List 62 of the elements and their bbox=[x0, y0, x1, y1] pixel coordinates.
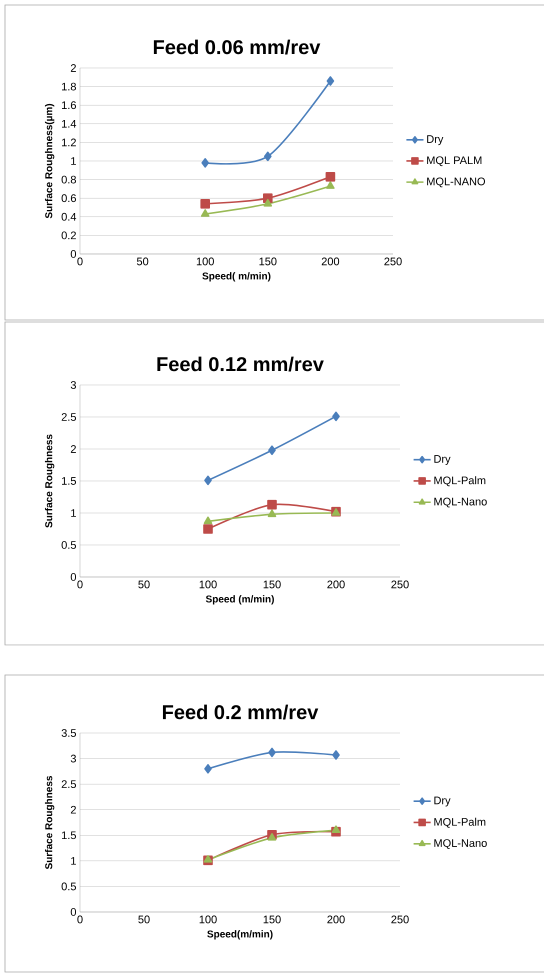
x-tick-label: 100 bbox=[200, 916, 217, 924]
x-axis-title: Speed (m/min) bbox=[206, 595, 274, 604]
y-tick-label: 1.2 bbox=[62, 138, 76, 146]
y-tick-label: 2.5 bbox=[62, 413, 76, 421]
chart-title: Feed 0.06 mm/rev bbox=[154, 40, 320, 54]
legend-label: MQL-Palm bbox=[434, 818, 486, 828]
legend-label: MQL-Nano bbox=[434, 839, 487, 849]
chart-title: Feed 0.2 mm/rev bbox=[162, 704, 318, 720]
y-tick-label: 1 bbox=[71, 157, 76, 165]
y-tick-label: 2 bbox=[70, 445, 76, 453]
x-axis-title: Speed( m/min) bbox=[202, 272, 270, 282]
y-tick-label: 3 bbox=[70, 381, 76, 389]
x-tick-label: 150 bbox=[264, 916, 281, 924]
x-tick-label: 200 bbox=[327, 580, 345, 588]
x-tick-label: 50 bbox=[136, 258, 148, 266]
legend-label: MQL PALM bbox=[427, 156, 482, 166]
y-tick-label: 1 bbox=[71, 509, 76, 517]
y-tick-label: 0.2 bbox=[62, 232, 76, 240]
y-tick-label: 0 bbox=[70, 908, 76, 916]
x-tick-label: 50 bbox=[138, 580, 150, 588]
legend-label: MQL-Nano bbox=[434, 498, 487, 508]
x-axis-title: Speed(m/min) bbox=[207, 930, 273, 940]
legend-label: MQL-Palm bbox=[434, 476, 486, 486]
x-tick-label: 200 bbox=[327, 916, 345, 924]
y-tick-label: 0.5 bbox=[62, 882, 76, 890]
x-tick-label: 100 bbox=[196, 258, 214, 266]
x-tick-label: 100 bbox=[200, 580, 217, 588]
y-axis-title: Surface Roughness bbox=[44, 434, 54, 528]
y-tick-label: 1.6 bbox=[62, 101, 76, 110]
legend-label: Dry bbox=[427, 135, 444, 146]
y-tick-label: 1.4 bbox=[62, 120, 76, 128]
y-tick-label: 2 bbox=[70, 64, 76, 72]
x-tick-label: 150 bbox=[259, 258, 277, 266]
y-tick-label: 0 bbox=[70, 250, 76, 258]
y-tick-label: 0.5 bbox=[62, 541, 76, 549]
x-tick-label: 0 bbox=[77, 258, 83, 266]
y-tick-label: 2 bbox=[70, 806, 76, 814]
x-tick-label: 0 bbox=[77, 580, 83, 588]
x-tick-label: 250 bbox=[391, 916, 409, 924]
legend-label: MQL-NANO bbox=[427, 178, 486, 188]
y-tick-label: 3 bbox=[70, 754, 76, 762]
y-axis-title: Surface Roughness bbox=[44, 776, 54, 870]
chart-title: Feed 0.12 mm/rev bbox=[157, 356, 324, 372]
x-tick-label: 150 bbox=[264, 580, 281, 588]
y-axis-title: Surface Roughness(µm) bbox=[44, 104, 54, 218]
legend-label: Dry bbox=[434, 455, 451, 465]
legend-label: Dry bbox=[434, 796, 451, 806]
x-tick-label: 200 bbox=[322, 258, 340, 266]
y-tick-label: 3.5 bbox=[62, 729, 76, 737]
y-tick-label: 0.6 bbox=[62, 194, 76, 202]
y-tick-label: 0.8 bbox=[62, 176, 76, 184]
x-tick-label: 0 bbox=[77, 916, 83, 924]
y-tick-label: 1 bbox=[71, 857, 76, 865]
x-tick-label: 250 bbox=[391, 580, 409, 588]
y-tick-label: 0.4 bbox=[62, 212, 76, 221]
y-tick-label: 1.5 bbox=[62, 477, 76, 485]
x-tick-label: 50 bbox=[138, 916, 150, 924]
y-tick-label: 2.5 bbox=[62, 780, 76, 788]
y-tick-label: 1.5 bbox=[62, 831, 76, 840]
y-tick-label: 0 bbox=[70, 573, 76, 581]
x-tick-label: 250 bbox=[384, 258, 402, 266]
y-tick-label: 1.8 bbox=[62, 82, 76, 90]
